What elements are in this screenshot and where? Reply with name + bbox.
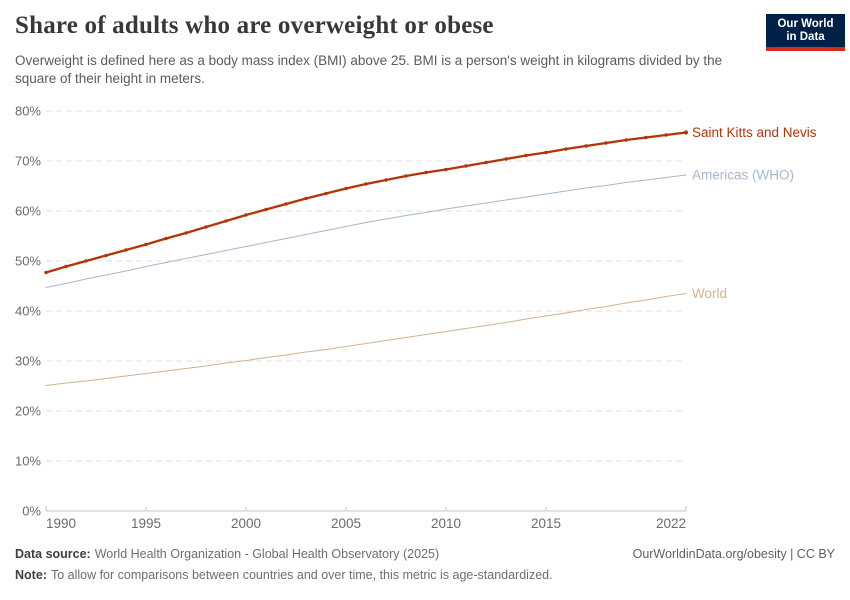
series-marker-saint-kitts-and-nevis [624,138,628,142]
x-tick-label-2010: 2010 [431,516,461,531]
series-line-americas-who[interactable] [45,174,687,289]
x-tick-label-2022: 2022 [656,516,686,531]
x-tick-label-2000: 2000 [231,516,261,531]
line-chart: 0% 10% 20% 30% 40% 50% 60% 70% 80% 1990 1995 2000 20… [15,104,817,532]
series-marker-saint-kitts-and-nevis [604,141,608,145]
series-marker-saint-kitts-and-nevis [44,270,48,275]
y-tick-label-60: 60% [15,204,41,219]
series-label-saint-kitts-and-nevis[interactable]: Saint Kitts and Nevis [692,125,817,140]
owid-logo-line1: Our World [777,18,834,30]
note-text: To allow for comparisons between countri… [50,568,553,582]
owid-logo[interactable]: Our World in Data [766,14,845,51]
series-marker-saint-kitts-and-nevis [364,182,368,186]
page-title: Share of adults who are overweight or ob… [15,12,494,39]
series-marker-saint-kitts-and-nevis [224,219,228,223]
series-marker-saint-kitts-and-nevis [104,253,108,258]
y-tick-label-20: 20% [15,404,41,419]
attribution-link[interactable]: OurWorldinData.org/obesity | CC BY [632,547,835,561]
series-marker-saint-kitts-and-nevis [84,259,88,263]
series-marker-saint-kitts-and-nevis [124,248,128,252]
series-marker-saint-kitts-and-nevis [264,207,268,212]
chart-area: 0% 10% 20% 30% 40% 50% 60% 70% 80% 1990 1995 2000 20… [0,95,850,545]
series-marker-saint-kitts-and-nevis [484,160,488,165]
note-line: Note: To allow for comparisons between co… [15,568,553,582]
series-label-americas-who[interactable]: Americas (WHO) [692,168,794,183]
series-marker-saint-kitts-and-nevis [544,150,548,155]
chart-subtitle: Overweight is defined here as a body mas… [15,53,723,86]
series-marker-saint-kitts-and-nevis [524,153,528,158]
x-tick-label-2005: 2005 [331,516,361,531]
y-tick-label-70: 70% [15,154,41,169]
series-marker-saint-kitts-and-nevis [244,213,248,217]
series-marker-saint-kitts-and-nevis [304,196,308,201]
series-line-saint-kitts-and-nevis[interactable] [44,131,688,274]
series-marker-saint-kitts-and-nevis [384,178,388,182]
series-marker-saint-kitts-and-nevis [64,264,68,269]
series-marker-saint-kitts-and-nevis [644,135,648,140]
series-marker-saint-kitts-and-nevis [184,231,188,235]
series-marker-saint-kitts-and-nevis [564,147,568,151]
series-marker-saint-kitts-and-nevis [584,144,588,148]
series-marker-saint-kitts-and-nevis [204,225,208,229]
series-marker-saint-kitts-and-nevis [144,242,148,247]
series-label-world[interactable]: World [692,286,727,301]
y-tick-label-0: 0% [22,504,41,519]
y-tick-label-80: 80% [15,104,41,119]
series-marker-saint-kitts-and-nevis [683,130,689,135]
data-source-label: Data source: [15,547,91,561]
x-tick-label-1995: 1995 [131,516,161,531]
series-marker-saint-kitts-and-nevis [424,170,428,175]
series-marker-saint-kitts-and-nevis [324,191,328,196]
data-source-line: Data source: World Health Organization - … [15,547,439,561]
series-marker-saint-kitts-and-nevis [504,157,508,161]
series-marker-saint-kitts-and-nevis [344,186,348,191]
x-tick-label-2015: 2015 [531,516,561,531]
y-tick-label-40: 40% [15,304,41,319]
series-marker-saint-kitts-and-nevis [664,133,668,137]
series-line-world[interactable] [45,292,687,387]
note-label: Note: [15,568,47,582]
series-marker-saint-kitts-and-nevis [164,236,168,241]
x-tick-label-1990: 1990 [46,516,76,531]
y-tick-label-30: 30% [15,354,41,369]
series-marker-saint-kitts-and-nevis [464,164,468,168]
y-tick-label-50: 50% [15,254,41,269]
series-marker-saint-kitts-and-nevis [404,174,408,178]
y-tick-label-10: 10% [15,454,41,469]
owid-logo-line2: in Data [786,31,825,43]
series-marker-saint-kitts-and-nevis [444,167,448,172]
data-source-text: World Health Organization - Global Healt… [94,547,440,561]
series-marker-saint-kitts-and-nevis [284,202,288,206]
